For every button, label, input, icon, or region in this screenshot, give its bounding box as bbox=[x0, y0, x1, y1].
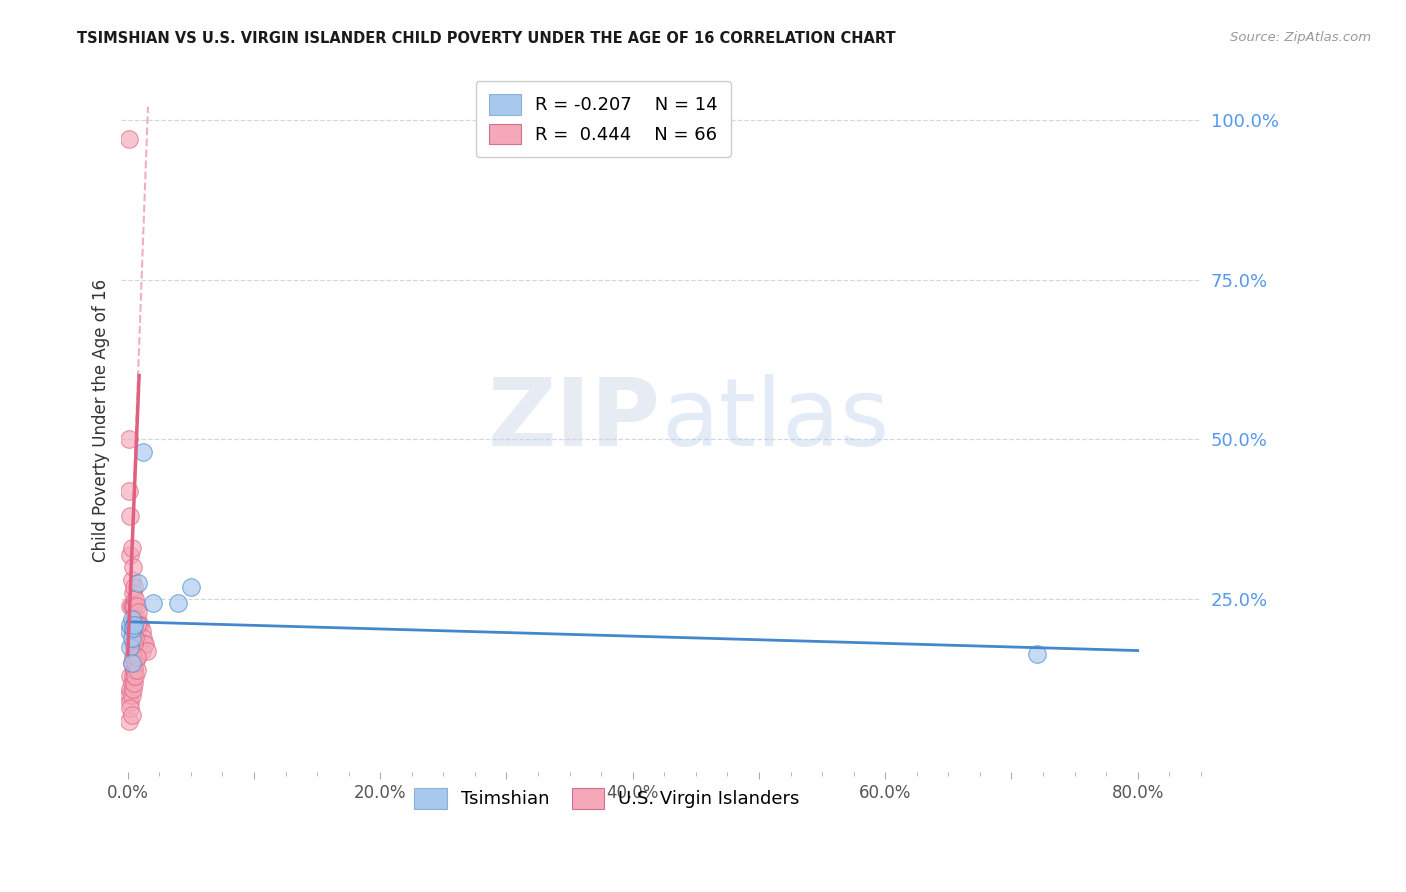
Text: ZIP: ZIP bbox=[488, 375, 661, 467]
Text: TSIMSHIAN VS U.S. VIRGIN ISLANDER CHILD POVERTY UNDER THE AGE OF 16 CORRELATION : TSIMSHIAN VS U.S. VIRGIN ISLANDER CHILD … bbox=[77, 31, 896, 46]
Point bbox=[131, 643, 153, 657]
Point bbox=[121, 560, 143, 574]
Point bbox=[122, 663, 145, 677]
Point bbox=[121, 637, 143, 651]
Point bbox=[135, 643, 157, 657]
Point bbox=[129, 637, 152, 651]
Point bbox=[134, 637, 156, 651]
Point bbox=[127, 605, 149, 619]
Point bbox=[125, 663, 148, 677]
Point bbox=[121, 586, 143, 600]
Point bbox=[124, 611, 146, 625]
Point bbox=[121, 675, 143, 690]
Point bbox=[142, 596, 165, 610]
Point bbox=[124, 631, 146, 645]
Point bbox=[120, 509, 142, 524]
Point bbox=[122, 599, 145, 613]
Point bbox=[118, 689, 141, 703]
Point bbox=[122, 637, 145, 651]
Point bbox=[122, 663, 145, 677]
Point bbox=[124, 631, 146, 645]
Point bbox=[122, 637, 145, 651]
Point bbox=[122, 618, 145, 632]
Point bbox=[167, 596, 190, 610]
Point bbox=[121, 707, 143, 722]
Point bbox=[125, 599, 148, 613]
Point bbox=[180, 580, 202, 594]
Point bbox=[121, 621, 143, 635]
Point bbox=[120, 618, 142, 632]
Point bbox=[125, 649, 148, 664]
Point bbox=[125, 649, 148, 664]
Point bbox=[118, 132, 141, 146]
Point bbox=[127, 576, 149, 591]
Point bbox=[124, 669, 146, 683]
Point bbox=[120, 599, 142, 613]
Point bbox=[120, 669, 142, 683]
Point bbox=[122, 675, 145, 690]
Point bbox=[125, 611, 148, 625]
Point bbox=[124, 592, 146, 607]
Point bbox=[132, 631, 155, 645]
Point bbox=[121, 599, 143, 613]
Point bbox=[120, 701, 142, 715]
Point bbox=[124, 657, 146, 671]
Point bbox=[120, 640, 142, 655]
Point bbox=[122, 663, 145, 677]
Point bbox=[122, 580, 145, 594]
Point bbox=[120, 681, 142, 696]
Point bbox=[121, 618, 143, 632]
Point bbox=[121, 611, 143, 625]
Point bbox=[122, 611, 145, 625]
Point bbox=[132, 445, 155, 459]
Point bbox=[121, 689, 143, 703]
Point bbox=[128, 637, 150, 651]
Point bbox=[125, 618, 148, 632]
Point bbox=[120, 695, 142, 709]
Point bbox=[127, 618, 149, 632]
Point bbox=[121, 599, 143, 613]
Point bbox=[122, 643, 145, 657]
Point bbox=[121, 631, 143, 645]
Point bbox=[131, 624, 153, 639]
Point bbox=[121, 649, 143, 664]
Point bbox=[125, 631, 148, 645]
Point bbox=[121, 624, 143, 639]
Point bbox=[118, 624, 141, 639]
Point bbox=[118, 433, 141, 447]
Point bbox=[122, 649, 145, 664]
Legend: Tsimshian, U.S. Virgin Islanders: Tsimshian, U.S. Virgin Islanders bbox=[408, 780, 807, 816]
Y-axis label: Child Poverty Under the Age of 16: Child Poverty Under the Age of 16 bbox=[93, 278, 110, 562]
Point bbox=[121, 669, 143, 683]
Point bbox=[122, 624, 145, 639]
Point bbox=[134, 637, 156, 651]
Point bbox=[1025, 647, 1047, 661]
Point bbox=[128, 618, 150, 632]
Point bbox=[121, 657, 143, 671]
Point bbox=[127, 637, 149, 651]
Text: atlas: atlas bbox=[661, 375, 890, 467]
Text: Source: ZipAtlas.com: Source: ZipAtlas.com bbox=[1230, 31, 1371, 45]
Point bbox=[118, 714, 141, 728]
Point bbox=[120, 548, 142, 562]
Point bbox=[129, 618, 152, 632]
Point bbox=[118, 483, 141, 498]
Point bbox=[121, 681, 143, 696]
Point bbox=[121, 657, 143, 671]
Point bbox=[121, 541, 143, 556]
Point bbox=[121, 573, 143, 587]
